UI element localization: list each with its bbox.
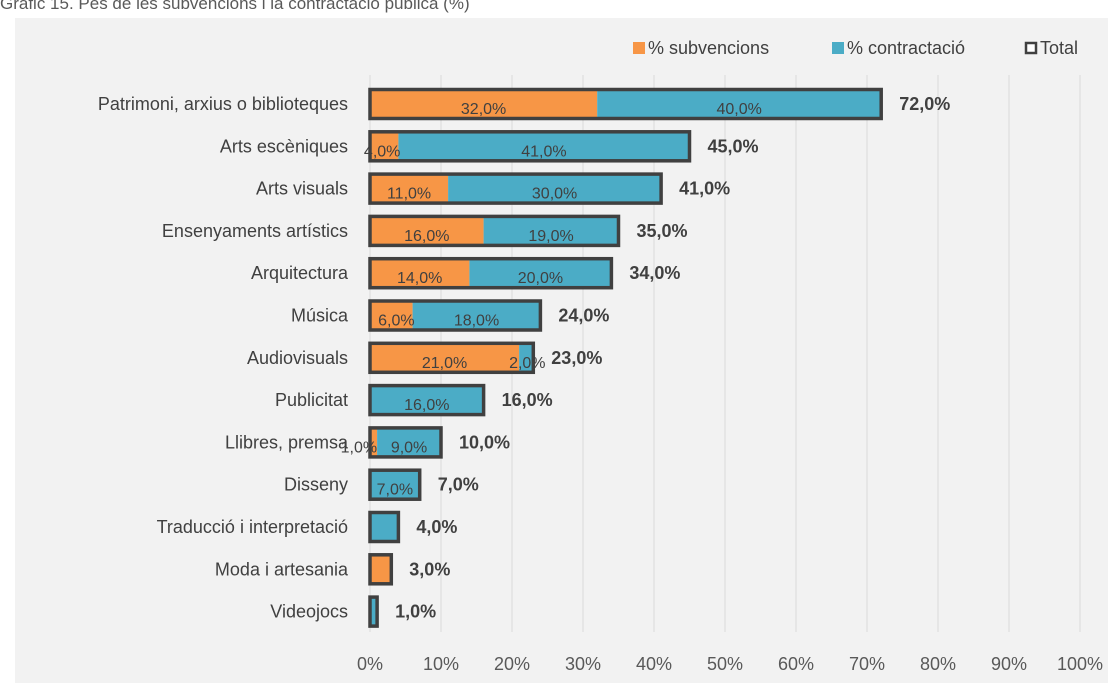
bar-subvencions [370, 258, 470, 288]
bar-total [368, 130, 692, 163]
x-tick-label: 20% [494, 654, 530, 674]
x-tick-label: 10% [423, 654, 459, 674]
legend-subvencions-swatch [633, 42, 645, 54]
bar-total [368, 341, 536, 375]
legend-contractacio-swatch [832, 42, 844, 54]
data-label-subvencions: 21,0% [422, 355, 467, 372]
bar-contractacio [370, 470, 420, 500]
bar-contractacio [597, 89, 882, 119]
bar-subvencions [370, 131, 399, 161]
data-label-total: 4,0% [416, 517, 457, 537]
data-label-contractacio: 30,0% [532, 186, 577, 203]
data-label-contractacio: 2,0% [509, 355, 545, 372]
data-label-contractacio: 16,0% [404, 397, 449, 414]
bar-contractacio [377, 427, 441, 457]
category-label: Patrimoni, arxius o biblioteques [98, 94, 348, 114]
bar-contractacio [412, 301, 541, 330]
x-tick-label: 0% [357, 654, 383, 674]
x-tick-label: 30% [565, 654, 601, 674]
data-label-contractacio: 9,0% [391, 439, 427, 456]
data-label-contractacio: 40,0% [717, 101, 762, 118]
bar-total [368, 256, 614, 290]
category-label: Videojocs [270, 602, 348, 622]
data-label-total: 10,0% [459, 432, 510, 452]
x-tick-label: 60% [778, 654, 814, 674]
data-label-total: 16,0% [502, 390, 553, 410]
bar-total [368, 87, 883, 121]
x-tick-label: 50% [707, 654, 743, 674]
category-label: Moda i artesania [215, 559, 349, 579]
bar-contractacio [370, 512, 399, 542]
data-label-total: 41,0% [679, 179, 730, 199]
data-label-subvencions: 32,0% [461, 101, 506, 118]
category-label: Disseny [284, 475, 348, 495]
bar-subvencions [370, 554, 392, 584]
bar-total [368, 595, 379, 628]
bar-subvencions [370, 216, 484, 246]
data-label-total: 23,0% [551, 348, 602, 368]
x-tick-label: 90% [991, 654, 1027, 674]
bar-total [368, 172, 663, 205]
data-label-total: 3,0% [409, 559, 450, 579]
x-tick-label: 100% [1057, 654, 1103, 674]
bar-subvencions [370, 89, 598, 119]
bar-total [368, 553, 394, 586]
x-tick-label: 70% [849, 654, 885, 674]
data-label-total: 35,0% [637, 221, 688, 241]
bar-contractacio [519, 343, 534, 373]
bar-subvencions [370, 174, 449, 204]
category-label: Arquitectura [251, 263, 349, 283]
legend-total-swatch [1024, 41, 1038, 55]
data-label-contractacio: 7,0% [377, 482, 413, 499]
bar-subvencions [370, 343, 520, 373]
category-label: Arts visuals [256, 179, 348, 199]
data-label-total: 45,0% [708, 136, 759, 156]
bar-contractacio [398, 131, 690, 161]
data-label-subvencions: 14,0% [397, 270, 442, 287]
data-label-total: 72,0% [899, 94, 950, 114]
x-tick-label: 80% [920, 654, 956, 674]
bar-contractacio [370, 385, 484, 415]
data-label-subvencions: 11,0% [387, 186, 431, 203]
data-label-total: 34,0% [629, 263, 680, 283]
bar-contractacio [483, 216, 619, 246]
category-label: Traducció i interpretació [157, 517, 348, 537]
data-label-subvencions: 6,0% [378, 313, 414, 330]
bar-total [368, 299, 543, 332]
data-label-contractacio: 20,0% [518, 270, 563, 287]
bar-contractacio [469, 258, 612, 288]
category-label: Llibres, premsa [225, 432, 349, 452]
data-label-total: 7,0% [438, 475, 479, 495]
category-label: Audiovisuals [247, 348, 348, 368]
data-label-contractacio: 18,0% [454, 313, 499, 330]
bar-total [368, 510, 401, 544]
category-label: Música [291, 306, 349, 326]
data-label-total: 1,0% [395, 602, 436, 622]
chart-title: Gràfic 15. Pes de les subvencions i la c… [0, 0, 470, 13]
bar-subvencions [370, 301, 413, 330]
category-label: Ensenyaments artístics [162, 221, 348, 241]
chart-area [15, 18, 1108, 683]
data-label-subvencions: 16,0% [404, 228, 449, 245]
bar-total [368, 214, 621, 248]
data-label-subvencions: 1,0% [341, 439, 377, 456]
data-label-total: 24,0% [558, 306, 609, 326]
bar-contractacio [370, 597, 378, 627]
data-label-contractacio: 41,0% [521, 143, 566, 160]
x-tick-label: 40% [636, 654, 672, 674]
category-label: Arts escèniques [220, 136, 348, 156]
bar-total [368, 468, 422, 501]
bar-subvencions [370, 427, 378, 457]
legend-subvencions-label: % subvencions [648, 38, 769, 58]
legend-total-label: Total [1040, 38, 1078, 58]
bar-contractacio [448, 174, 662, 204]
bar-total [368, 383, 486, 417]
legend-contractacio-label: % contractació [847, 38, 965, 58]
data-label-subvencions: 4,0% [364, 143, 400, 160]
data-label-contractacio: 19,0% [528, 228, 573, 245]
category-label: Publicitat [275, 390, 348, 410]
bar-total [368, 426, 443, 459]
